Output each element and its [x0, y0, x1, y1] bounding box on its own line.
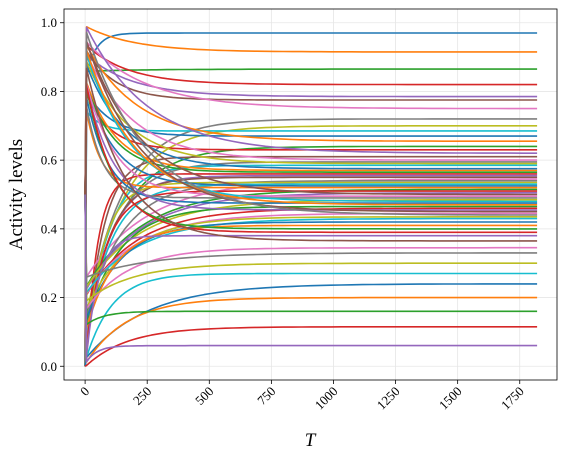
series-line-44 [84, 86, 538, 211]
series-line-40 [84, 96, 538, 204]
series-line-45 [84, 40, 538, 367]
series-line-15 [84, 155, 538, 367]
series-lines [84, 26, 538, 367]
series-line-16 [84, 52, 538, 195]
series-line-56 [84, 194, 538, 310]
series-line-31 [84, 110, 538, 195]
series-line-62 [84, 194, 538, 326]
series-line-59 [84, 194, 538, 358]
series-line-61 [84, 194, 538, 363]
series-line-14 [84, 26, 538, 195]
series-line-1 [84, 26, 538, 195]
series-line-55 [84, 67, 538, 242]
y-tick-label: 0.0 [41, 359, 57, 374]
y-tick-label: 0.6 [41, 153, 58, 168]
series-line-49 [84, 194, 538, 294]
y-axis-label: Activity levels [6, 139, 27, 250]
series-line-3 [84, 44, 538, 367]
series-line-37 [84, 105, 538, 199]
series-line-57 [84, 252, 538, 367]
y-tick-label: 0.8 [41, 84, 57, 99]
y-axis-ticks: 0.0 0.2 0.4 0.6 0.8 1.0 [41, 15, 64, 374]
series-line-64 [84, 194, 538, 363]
series-line-36 [84, 83, 538, 367]
series-line-6 [84, 41, 538, 367]
plot-frame [63, 8, 558, 381]
x-axis-label: T [305, 430, 317, 451]
y-tick-label: 0.4 [41, 221, 58, 236]
series-line-23 [84, 173, 538, 358]
series-line-26 [84, 178, 538, 278]
series-line-60 [84, 283, 538, 367]
series-line-20 [84, 64, 538, 195]
series-line-4 [84, 54, 538, 195]
y-tick-label: 0.2 [41, 290, 57, 305]
series-line-51 [84, 224, 538, 367]
y-tick-label: 1.0 [41, 15, 57, 30]
series-line-58 [84, 194, 538, 302]
series-line-63 [84, 326, 538, 367]
series-line-54 [84, 234, 538, 367]
series-line-38 [84, 194, 538, 288]
series-line-47 [84, 31, 538, 216]
